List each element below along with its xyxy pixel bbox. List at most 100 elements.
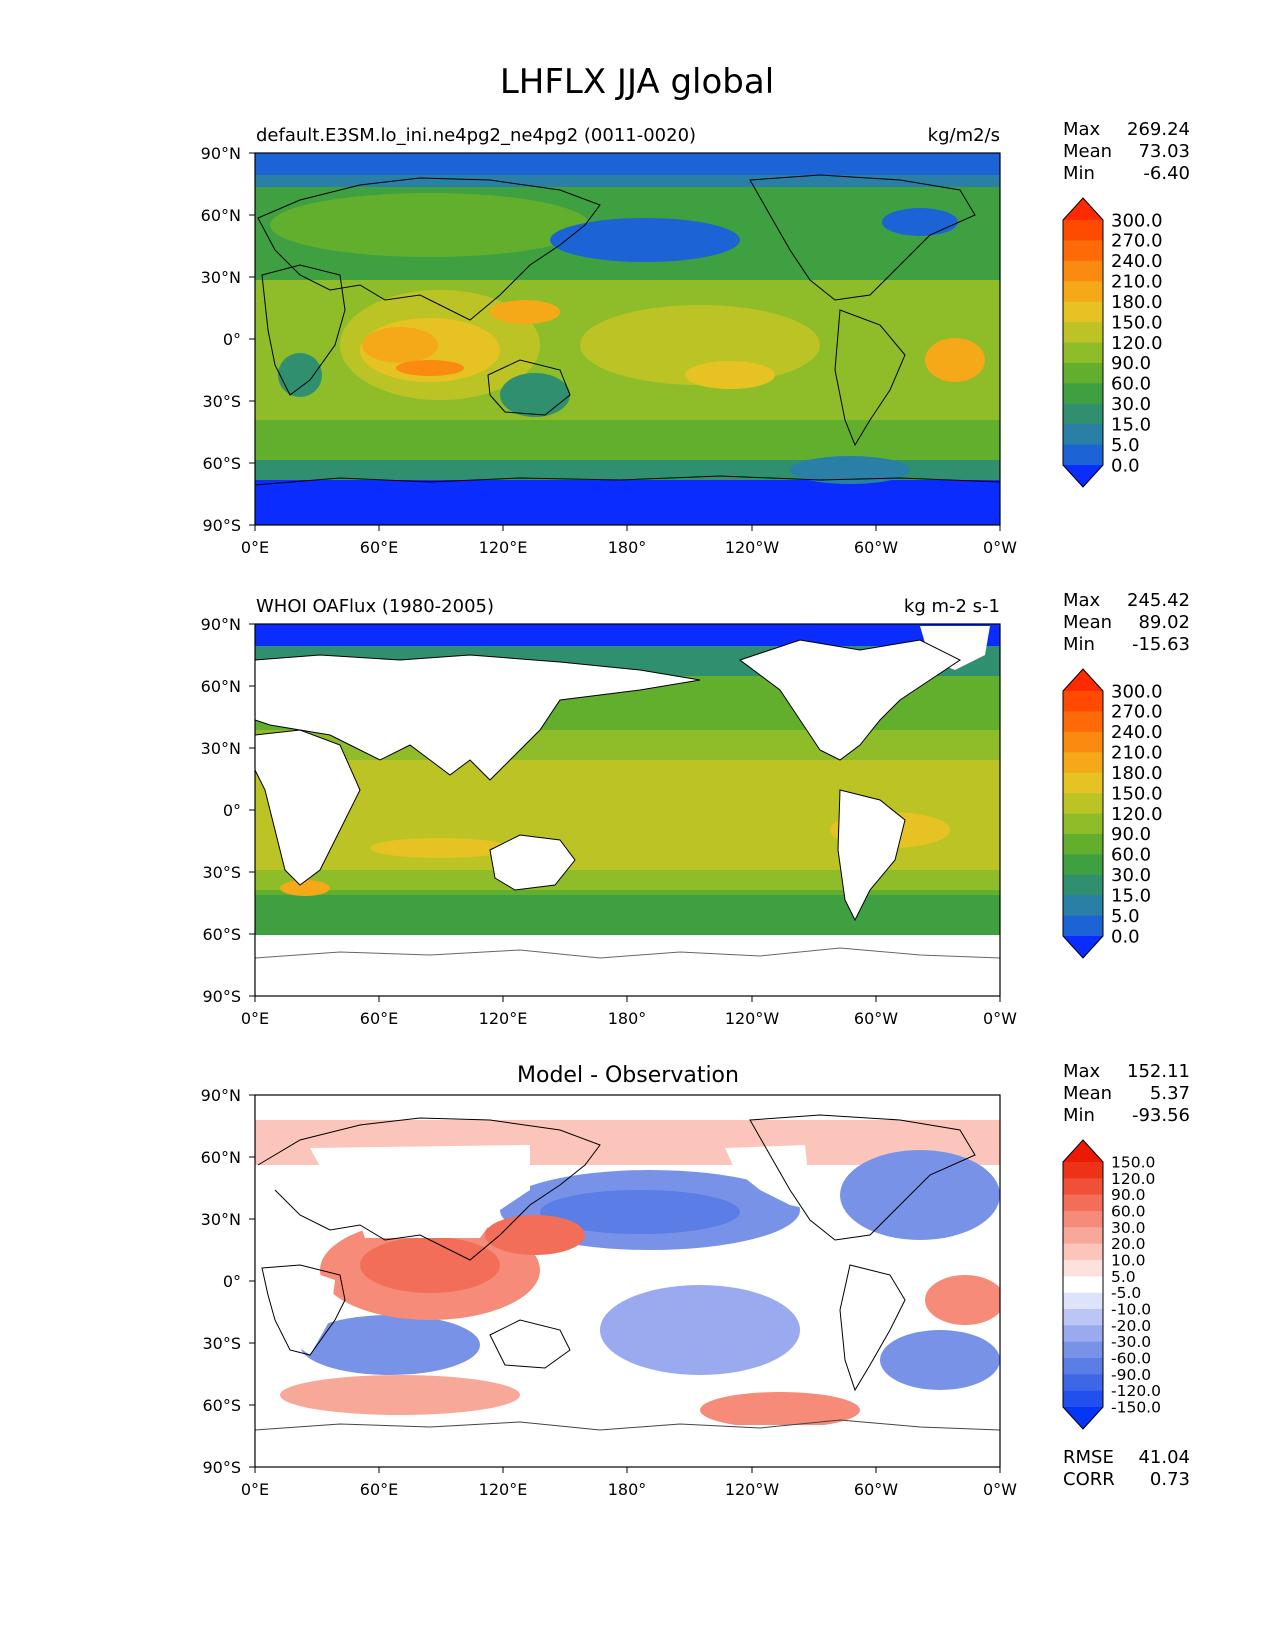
- x-tick-marks: [254, 525, 1001, 531]
- colorbar-tick-label: 5.0: [1111, 906, 1140, 927]
- panel-right-title: kg/m2/s: [928, 125, 1000, 146]
- land-africa: [258, 1268, 335, 1355]
- field-agulhas: [280, 880, 330, 896]
- colorbar-segment: [1063, 833, 1103, 855]
- x-tick-label: 180°: [608, 1009, 647, 1028]
- colorbar-tick-label: 20.0: [1111, 1235, 1146, 1253]
- y-tick-label: 0°: [223, 330, 241, 349]
- stat-rmse-value: 41.04: [1138, 1447, 1190, 1468]
- x-tick-label: 120°W: [725, 538, 780, 557]
- x-tick-label: 60°W: [854, 538, 898, 557]
- y-tick-label: 90°S: [202, 987, 241, 1006]
- land-north-america: [740, 640, 960, 760]
- colorbar-tick-label: 210.0: [1111, 272, 1163, 293]
- colorbar-tick-label: 210.0: [1111, 743, 1163, 764]
- y-tick-label: 90°N: [201, 615, 241, 634]
- field-arctic-edge: [255, 175, 1000, 187]
- colorbar-segment: [1063, 1374, 1103, 1392]
- colorbar-tick-label: 5.0: [1111, 435, 1140, 456]
- coast-eurasia: [257, 1117, 601, 1261]
- colorbar-segment: [1063, 1276, 1103, 1294]
- colorbar-tick-label: 90.0: [1111, 824, 1151, 845]
- stat-min-value: -93.56: [1132, 1105, 1190, 1126]
- y-tick-label: 90°N: [201, 1086, 241, 1105]
- colorbar-segment: [1063, 1178, 1103, 1196]
- x-ticks: 0°E 60°E 120°E 180° 120°W 60°W 0°W: [241, 1009, 1017, 1028]
- y-tick-label: 30°N: [201, 1210, 241, 1229]
- land-australia: [490, 835, 575, 890]
- land-eurasia: [310, 1145, 530, 1238]
- panel-left-title: default.E3SM.lo_ini.ne4pg2_ne4pg2 (0011-…: [256, 125, 696, 146]
- colorbar-under: [1063, 936, 1103, 958]
- coastlines: [255, 1114, 1000, 1431]
- field-io-peak: [362, 327, 438, 363]
- colorbar-tick-label: 30.0: [1111, 394, 1151, 415]
- colorbar: -150.0-120.0-90.0-60.0-30.0-20.0-10.0-5.…: [1062, 1139, 1161, 1430]
- stat-min-label: Min: [1063, 1105, 1095, 1126]
- colorbar-tick-label: 300.0: [1111, 210, 1163, 231]
- colorbar-segment: [1063, 772, 1103, 794]
- coast-australia: [489, 1319, 571, 1369]
- colorbar-segment: [1063, 362, 1103, 384]
- colorbar-tick-label: 15.0: [1111, 414, 1151, 435]
- x-tick-label: 180°: [608, 538, 647, 557]
- stats-block: Max 269.24 Mean 73.03 Min -6.40: [1063, 119, 1190, 184]
- land-australia: [490, 1320, 570, 1368]
- field-sio-blue: [300, 1315, 480, 1375]
- field-arctic: [255, 153, 1000, 175]
- coast-australia: [489, 834, 576, 891]
- colorbar-tick-label: 90.0: [1111, 353, 1151, 374]
- colorbar-segment: [1063, 1390, 1103, 1408]
- coast-antarctica: [255, 475, 1000, 486]
- coast-south-america: [837, 789, 906, 922]
- land-eurasia: [255, 655, 700, 780]
- stat-max-value: 152.11: [1127, 1061, 1190, 1082]
- colorbar-tick-label: 15.0: [1111, 885, 1151, 906]
- x-tick-marks: [254, 996, 1001, 1002]
- colorbar-under: [1063, 465, 1103, 487]
- stats-block: Max 152.11 Mean 5.37 Min -93.56 RMSE 41.…: [1063, 1061, 1190, 1490]
- y-tick-label: 90°S: [202, 516, 241, 535]
- coast-eurasia: [255, 654, 701, 781]
- x-tick-label: 120°W: [725, 1009, 780, 1028]
- field-io-max: [370, 838, 510, 858]
- coast-africa: [261, 264, 346, 396]
- colorbar-segment: [1063, 731, 1103, 753]
- x-tick-label: 0°W: [983, 1480, 1017, 1499]
- y-tick-label: 30°N: [201, 739, 241, 758]
- y-ticks: 90°N 60°N 30°N 0° 30°S 60°S 90°S: [201, 615, 241, 1006]
- field-atl-max: [925, 338, 985, 382]
- colorbar-segment: [1063, 854, 1103, 876]
- coast-north-america: [749, 174, 976, 301]
- colorbar-outline: [1062, 1139, 1104, 1430]
- x-tick-label: 120°E: [479, 1480, 528, 1499]
- map-field: [255, 1095, 1000, 1467]
- y-tick-marks: [249, 623, 255, 997]
- panel-right-title: kg m-2 s-1: [904, 596, 1000, 617]
- stat-rmse-label: RMSE: [1063, 1447, 1114, 1468]
- x-tick-label: 60°E: [360, 1009, 398, 1028]
- field-hudson-low: [882, 208, 958, 236]
- colorbar-segment: [1063, 1194, 1103, 1212]
- colorbar-segment: [1063, 793, 1103, 815]
- x-tick-label: 60°E: [360, 1480, 398, 1499]
- colorbar-segment: [1063, 895, 1103, 917]
- colorbar-segment: [1063, 301, 1103, 323]
- colorbar-tick-label: 120.0: [1111, 804, 1163, 825]
- field-nh-land: [270, 193, 590, 257]
- stat-min-label: Min: [1063, 634, 1095, 655]
- colorbar-tick-label: -30.0: [1111, 1333, 1151, 1351]
- x-tick-label: 120°E: [479, 538, 528, 557]
- colorbar-under: [1063, 1407, 1103, 1429]
- y-tick-label: 60°N: [201, 677, 241, 696]
- field-aus-low: [500, 373, 570, 417]
- x-tick-label: 120°W: [725, 1480, 780, 1499]
- colorbar-tick-label: 60.0: [1111, 374, 1151, 395]
- colorbar-tick-label: 0.0: [1111, 926, 1140, 947]
- colorbar-tick-label: 120.0: [1111, 1170, 1155, 1188]
- colorbar-segment: [1063, 711, 1103, 733]
- y-tick-label: 30°S: [202, 863, 241, 882]
- colorbar-tick-label: 60.0: [1111, 845, 1151, 866]
- y-tick-label: 90°S: [202, 1458, 241, 1477]
- coast-eurasia: [257, 177, 601, 321]
